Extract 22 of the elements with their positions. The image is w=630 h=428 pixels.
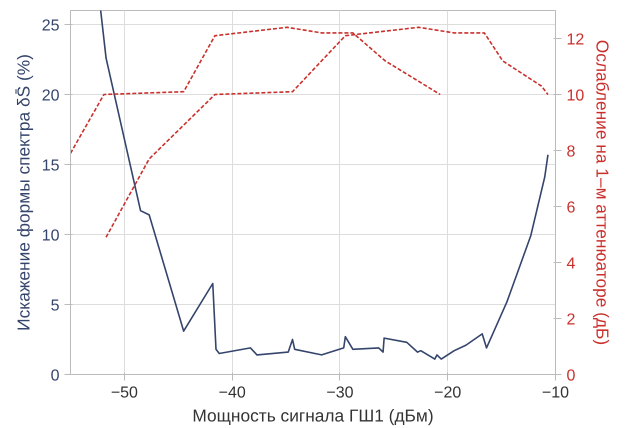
x-tick-label: −10 — [542, 384, 570, 402]
y-tick-label: 5 — [50, 298, 60, 314]
y2-tick-label: 10 — [566, 88, 584, 104]
y-tick-label: 10 — [42, 228, 60, 244]
y-axis-title: Искажение формы спектра δS̄ (%) — [14, 54, 34, 331]
y-tick-label: 0 — [50, 368, 60, 384]
x-tick-label: −40 — [218, 384, 246, 402]
line-series — [100, 10, 549, 360]
y-tick-label: 20 — [42, 88, 60, 104]
y-tick-label: 15 — [42, 158, 60, 174]
x-tick-label: −30 — [326, 384, 354, 402]
x-axis-title: Мощность сигнала ГШ1 (дБм) — [192, 406, 434, 426]
x-tick-label: −20 — [434, 384, 462, 402]
y2-tick-label: 12 — [566, 32, 584, 48]
y2-axis-title: Ослабление на 1–м аттенюаторе (дБ) — [592, 40, 612, 346]
y2-tick-label: 8 — [566, 144, 576, 160]
y2-tick-label: 2 — [566, 312, 576, 328]
x-tick-label: −50 — [110, 384, 138, 402]
y2-tick-label: 4 — [566, 256, 576, 272]
y-tick-label: 25 — [42, 18, 60, 34]
y2-tick-label: 6 — [566, 200, 576, 216]
y2-tick-label: 0 — [566, 368, 576, 384]
